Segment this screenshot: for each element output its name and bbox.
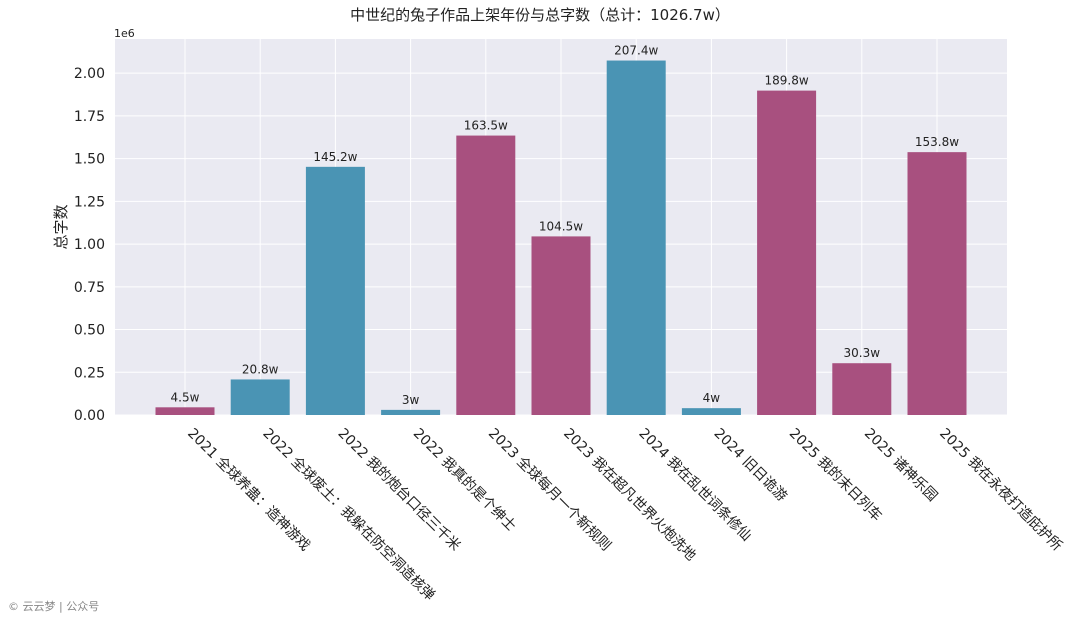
bar: [832, 363, 892, 415]
x-tick-label: 2023 全球每月一个新规则: [485, 425, 614, 554]
bar-value-label: 145.2w: [313, 150, 357, 164]
bar: [155, 407, 215, 415]
y-tick-label: 2.00: [74, 66, 105, 82]
y-tick-label: 1.50: [74, 152, 105, 168]
y-tick-label: 1.00: [74, 237, 105, 253]
y-tick-label: 0.25: [74, 365, 105, 381]
watermark: © 云云梦 | 公众号: [8, 600, 100, 613]
x-tick-label: 2025 诸神乐园: [861, 426, 940, 505]
bar: [531, 236, 591, 415]
y-tick-label: 0.75: [74, 280, 105, 296]
x-tick-label: 2021 全球养蛊：造神游戏: [184, 425, 313, 554]
bar-value-label: 30.3w: [844, 346, 881, 360]
bar-value-label: 4w: [703, 391, 721, 405]
x-tick-label: 2025 我在永夜打造庇护所: [936, 425, 1065, 554]
bar: [757, 90, 817, 415]
bar: [305, 166, 365, 415]
y-axis-exponent: 1e6: [114, 27, 135, 40]
bar-value-label: 104.5w: [539, 219, 583, 233]
bar-value-label: 153.8w: [915, 135, 959, 149]
x-tick-label: 2024 旧日诡游: [711, 426, 790, 505]
y-tick-label: 0.00: [74, 408, 105, 424]
bar: [907, 152, 967, 415]
x-tick-label: 2022 全球废土：我躲在防空洞造核弹: [259, 425, 438, 604]
bar-value-label: 3w: [402, 393, 420, 407]
y-tick-label: 1.25: [74, 194, 105, 210]
bar-value-label: 189.8w: [765, 74, 809, 88]
bar-value-label: 4.5w: [171, 390, 200, 404]
bar: [606, 60, 666, 415]
bar: [230, 379, 290, 415]
bar: [681, 408, 741, 415]
chart-title: 中世纪的兔子作品上架年份与总字数（总计：1026.7w）: [350, 6, 730, 24]
bar-value-label: 20.8w: [242, 362, 279, 376]
y-tick-label: 1.75: [74, 109, 105, 125]
bar: [456, 135, 516, 415]
bar-value-label: 163.5w: [464, 119, 508, 133]
bar-value-label: 207.4w: [614, 44, 658, 58]
bars: 4.5w 20.8w 145.2w 3w 163.5w 104.5w 207.4w 4w 189…: [155, 44, 967, 415]
x-tick-label: 2022 我的炮台口径三千米: [335, 426, 464, 555]
y-axis-label: 总字数: [52, 204, 70, 249]
x-tick-label: 2023 我在超凡世界火炮洗地: [560, 426, 699, 565]
y-axis-ticks: 0.00 0.25 0.50 0.75 1.00 1.25 1.50 1.75 2.00: [74, 66, 105, 424]
bar: [381, 409, 441, 415]
y-tick-label: 0.50: [74, 323, 105, 339]
